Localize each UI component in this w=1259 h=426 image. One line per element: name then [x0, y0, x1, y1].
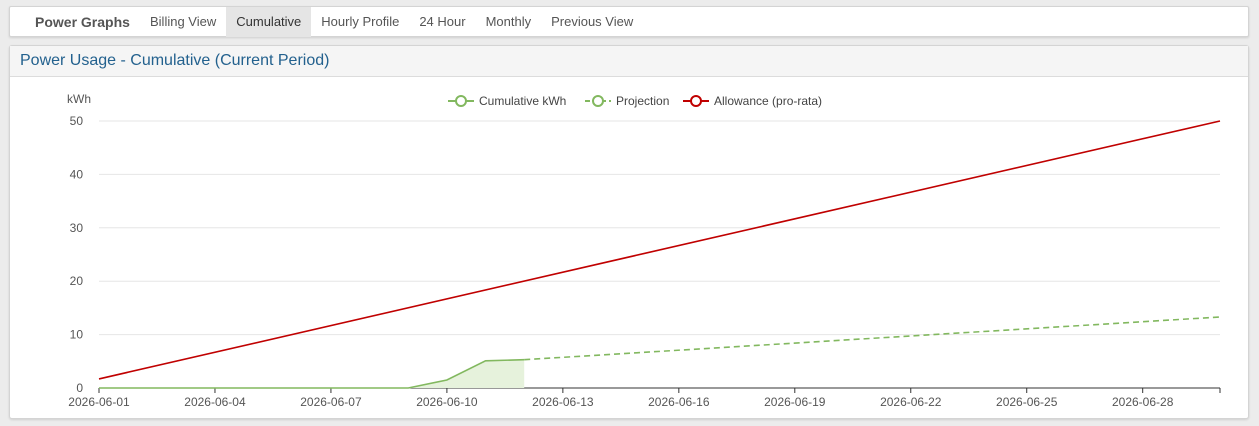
view-tab-bar: Power Graphs Billing View Cumulative Hou… — [9, 6, 1249, 37]
x-tick-label: 2026-06-01 — [68, 395, 130, 409]
x-tick-label: 2026-06-19 — [764, 395, 826, 409]
series-area-fill — [99, 359, 525, 388]
tab-hourly-profile[interactable]: Hourly Profile — [321, 14, 400, 29]
legend-label: Projection — [616, 94, 669, 108]
series-line — [99, 358, 525, 389]
view-tabs: Billing View Cumulative Hourly Profile 2… — [140, 7, 643, 37]
x-tick-label: 2026-06-04 — [184, 395, 246, 409]
y-tick-label: 50 — [70, 114, 84, 128]
panel-header: Power Usage - Cumulative (Current Period… — [10, 46, 1248, 77]
y-tick-label: 20 — [70, 274, 84, 288]
y-tick-label: 0 — [76, 381, 83, 395]
app-brand: Power Graphs — [35, 14, 130, 30]
legend-marker — [690, 95, 702, 107]
x-tick-label: 2026-06-28 — [1112, 395, 1174, 409]
tab-billing-view[interactable]: Billing View — [150, 14, 217, 29]
y-tick-label: 30 — [70, 221, 84, 235]
x-tick-label: 2026-06-25 — [996, 395, 1058, 409]
panel-title: Power Usage - Cumulative (Current Period… — [20, 52, 330, 69]
series-line — [98, 120, 1221, 380]
cumulative-chart: 0 10 20 30 40 50 kWh 2026-06-01 2026-06-04 2026-0… — [67, 92, 1221, 409]
x-tick-label: 2026-06-07 — [300, 395, 362, 409]
tab-monthly[interactable]: Monthly — [485, 14, 532, 29]
y-tick-label: 40 — [70, 167, 84, 181]
series-line — [524, 316, 1221, 361]
legend-marker — [592, 95, 604, 107]
chart-panel: Power Usage - Cumulative (Current Period… — [9, 45, 1249, 419]
x-tick-label: 2026-06-16 — [648, 395, 710, 409]
legend-label: Cumulative kWh — [479, 94, 566, 108]
tab-cumulative[interactable]: Cumulative — [226, 7, 312, 37]
x-tick-label: 2026-06-13 — [532, 395, 594, 409]
y-tick-label: 10 — [70, 328, 84, 342]
y-axis-label: kWh — [67, 92, 91, 106]
tab-previous-view[interactable]: Previous View — [551, 14, 634, 29]
tab-24-hour[interactable]: 24 Hour — [419, 14, 466, 29]
x-tick-label: 2026-06-22 — [880, 395, 942, 409]
legend-label: Allowance (pro-rata) — [714, 94, 822, 108]
x-tick-label: 2026-06-10 — [416, 395, 478, 409]
legend-marker — [455, 95, 467, 107]
